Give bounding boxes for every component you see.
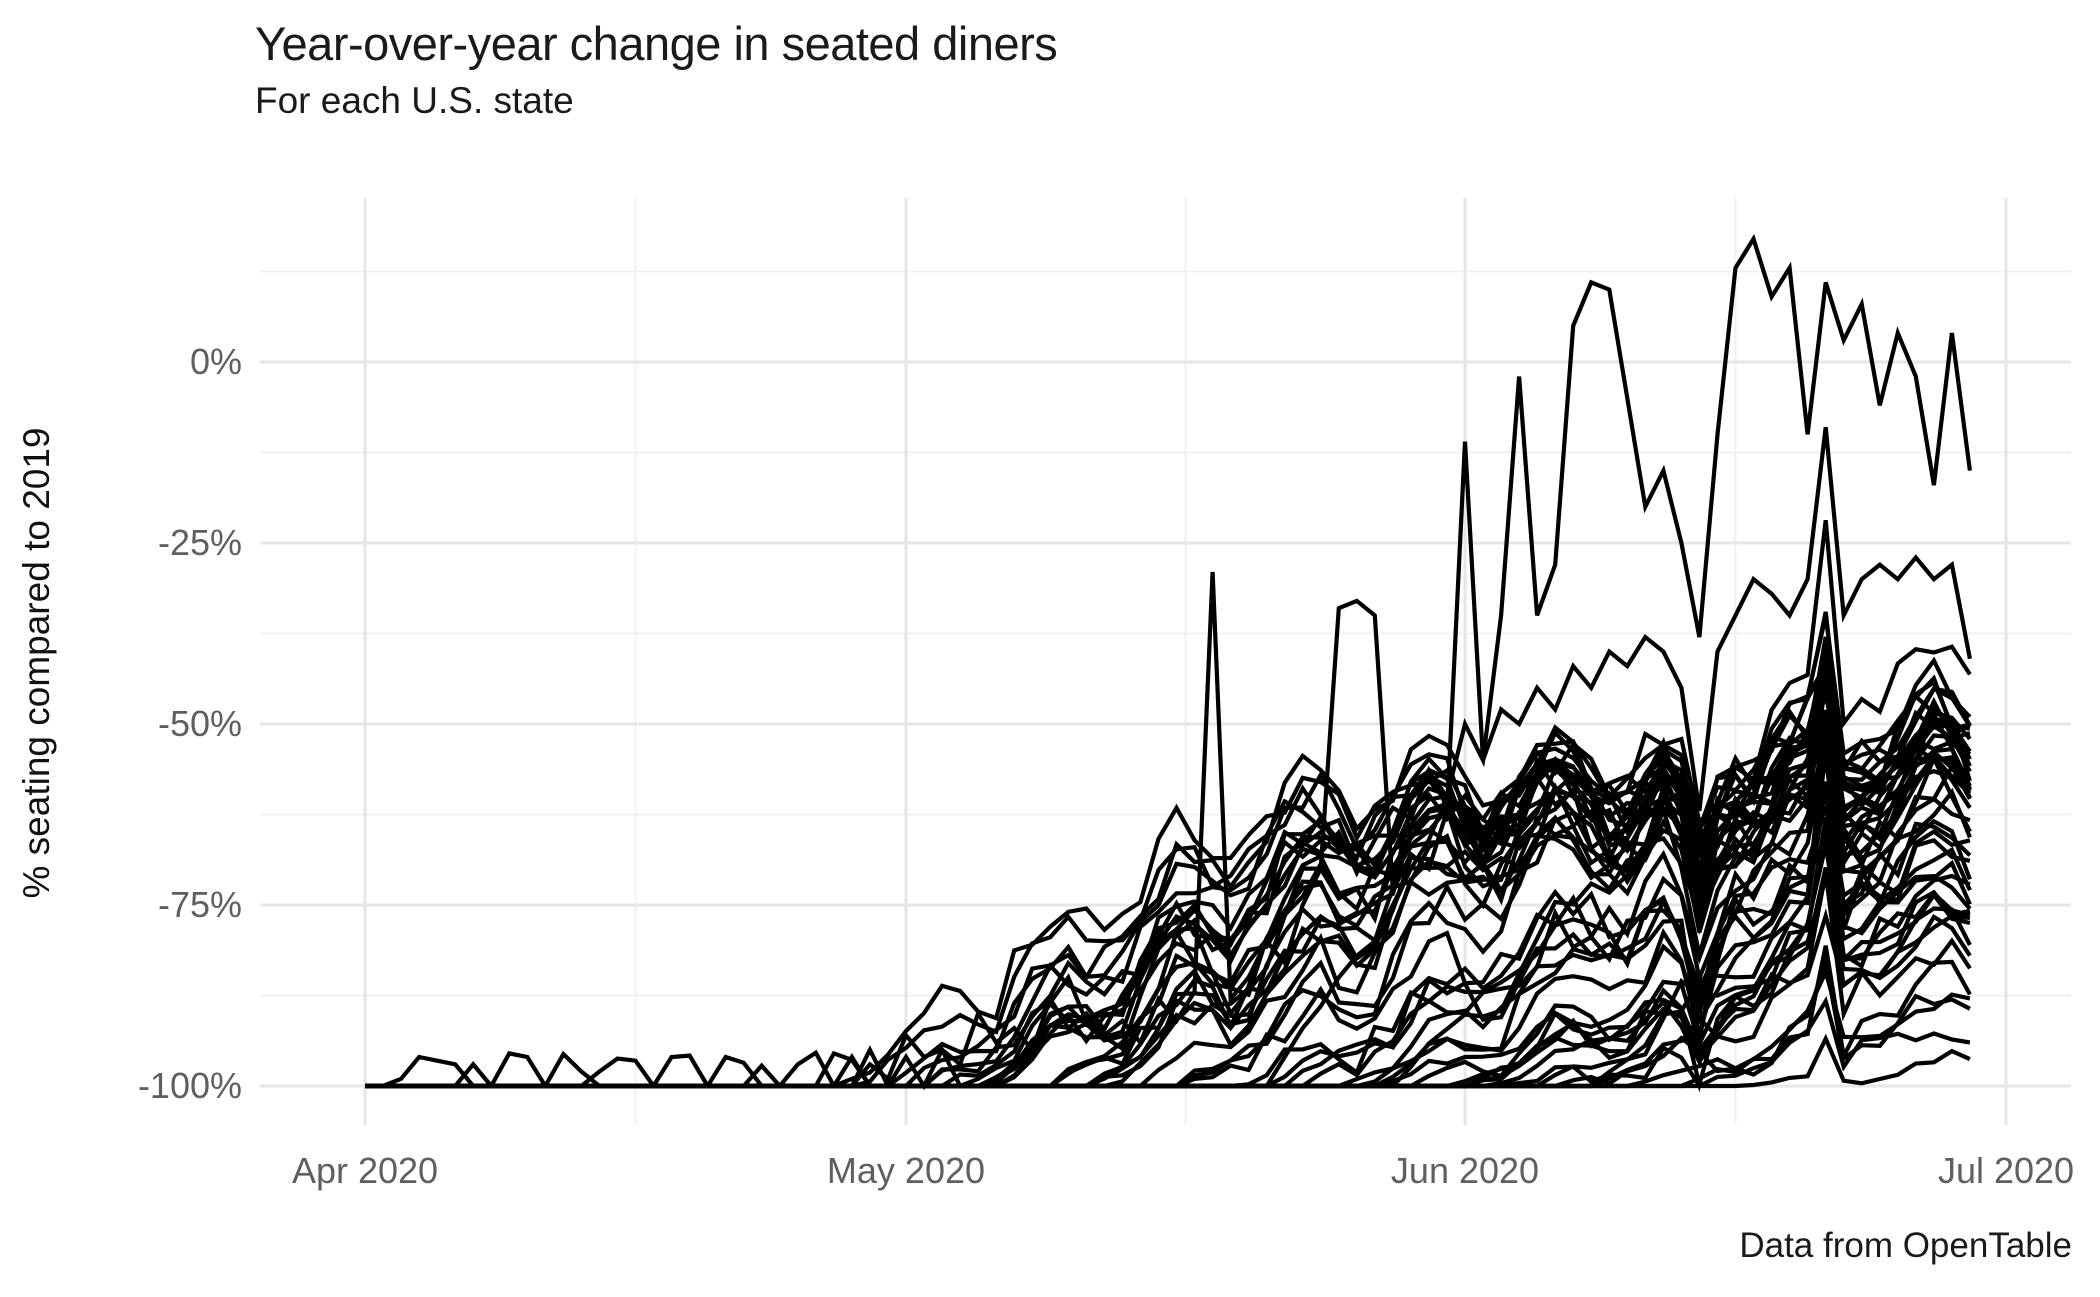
state-line-WY [365, 658, 1972, 1089]
chart-title: Year-over-year change in seated diners [255, 17, 1058, 70]
y-tick-label: -50% [157, 703, 242, 744]
chart-subtitle: For each U.S. state [255, 80, 574, 121]
x-tick-label: Jun 2020 [1390, 1150, 1540, 1191]
x-tick-label: Jul 2020 [1937, 1150, 2075, 1191]
state-line-AK [365, 426, 1972, 1089]
state-lines [365, 233, 1972, 1093]
y-tick-label: -100% [137, 1065, 242, 1106]
y-tick-label: -25% [157, 522, 242, 563]
chart-caption: Data from OpenTable [1739, 1226, 2072, 1265]
x-tick-label: Apr 2020 [291, 1150, 439, 1191]
y-tick-label: -75% [157, 884, 242, 925]
y-tick-label: 0% [189, 341, 242, 382]
state-line-NH [365, 233, 1972, 1089]
x-tick-label: May 2020 [826, 1150, 986, 1191]
